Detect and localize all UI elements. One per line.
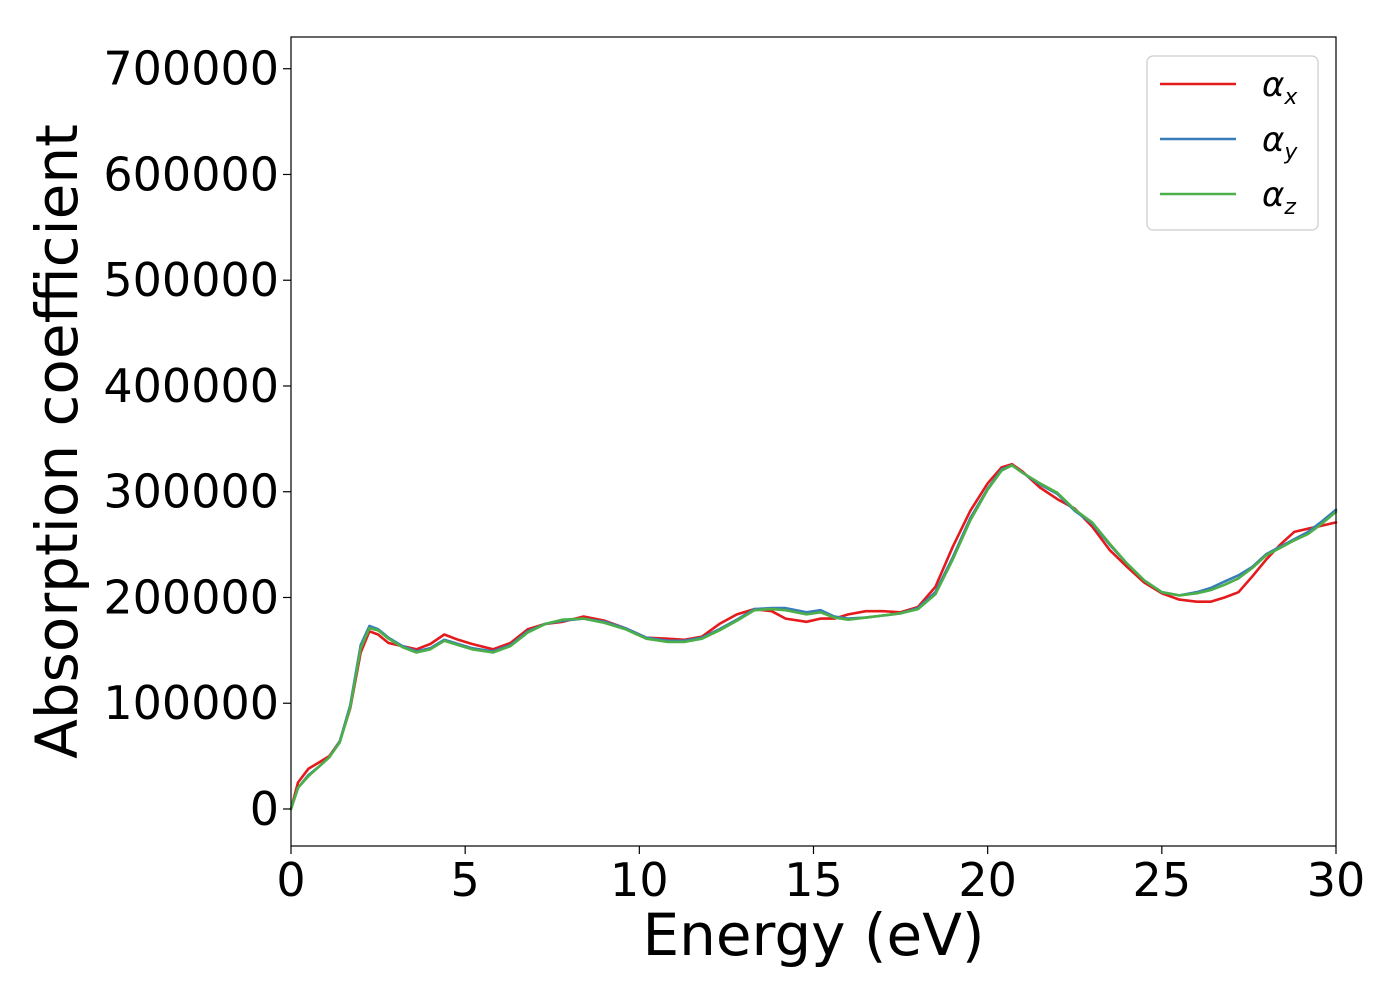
y-tick-label: 600000 [103, 147, 279, 201]
y-tick-label: 200000 [103, 570, 279, 624]
y-tick-label: 0 [250, 782, 279, 836]
x-tick-label: 0 [276, 853, 305, 907]
legend-label-x: αx [1262, 65, 1298, 110]
y-tick-label: 500000 [103, 253, 279, 307]
y-axis-label: Absorption coefficient [23, 124, 91, 759]
legend: αx αy αz [1146, 55, 1319, 231]
x-tick-label: 20 [958, 853, 1017, 907]
x-tick-label: 10 [610, 853, 669, 907]
y-tick-label: 400000 [103, 359, 279, 413]
x-tick-label: 5 [451, 853, 480, 907]
legend-label-y: αy [1262, 120, 1298, 165]
y-axis-ticks: 0 100000 200000 300000 400000 500000 600000 700… [103, 42, 291, 836]
y-tick-label: 700000 [103, 42, 279, 96]
y-tick-label: 300000 [103, 465, 279, 519]
legend-label-z: αz [1262, 175, 1296, 220]
x-tick-label: 15 [784, 853, 843, 907]
legend-box [1146, 55, 1319, 231]
x-axis-ticks: 0 5 10 15 20 25 30 [276, 846, 1365, 907]
y-tick-label: 100000 [103, 676, 279, 730]
x-tick-label: 30 [1307, 853, 1366, 907]
x-tick-label: 25 [1133, 853, 1192, 907]
series-layer [289, 462, 1338, 811]
series-line-z [289, 464, 1338, 811]
series-line-x [289, 462, 1338, 811]
x-axis-label: Energy (eV) [642, 901, 984, 969]
